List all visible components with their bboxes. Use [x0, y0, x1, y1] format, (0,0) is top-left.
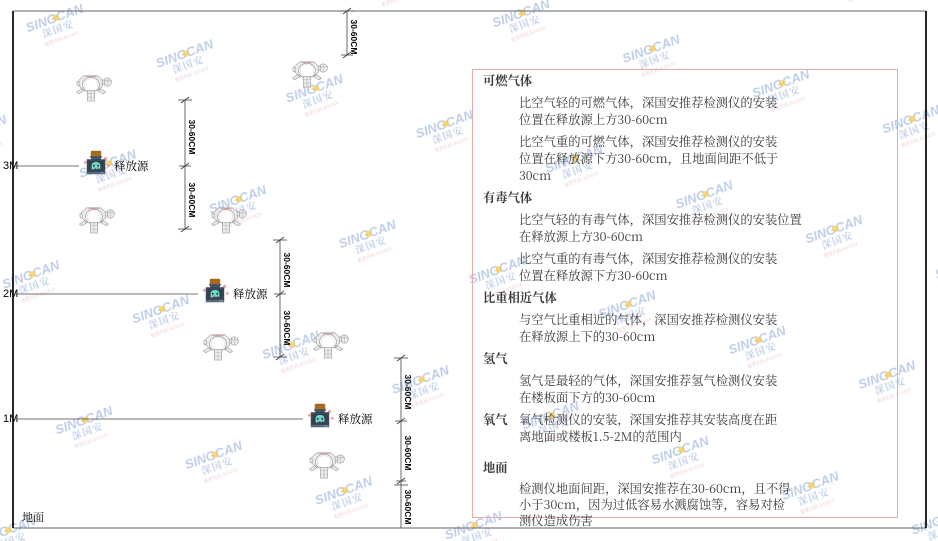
svg-text:释放源: 释放源	[233, 286, 268, 302]
svg-text:30-60CM: 30-60CM	[403, 436, 413, 471]
svg-text:30-60CM: 30-60CM	[187, 183, 197, 218]
svg-text:释放源: 释放源	[338, 411, 373, 427]
svg-text:30-60CM: 30-60CM	[282, 253, 292, 288]
svg-text:地面: 地面	[22, 509, 44, 525]
svg-text:30-60CM: 30-60CM	[349, 20, 359, 55]
svg-text:30-60CM: 30-60CM	[403, 490, 413, 525]
svg-text:30-60CM: 30-60CM	[282, 311, 292, 346]
svg-text:释放源: 释放源	[114, 158, 149, 174]
svg-text:30-60CM: 30-60CM	[187, 120, 197, 155]
svg-text:30-60CM: 30-60CM	[403, 375, 413, 410]
